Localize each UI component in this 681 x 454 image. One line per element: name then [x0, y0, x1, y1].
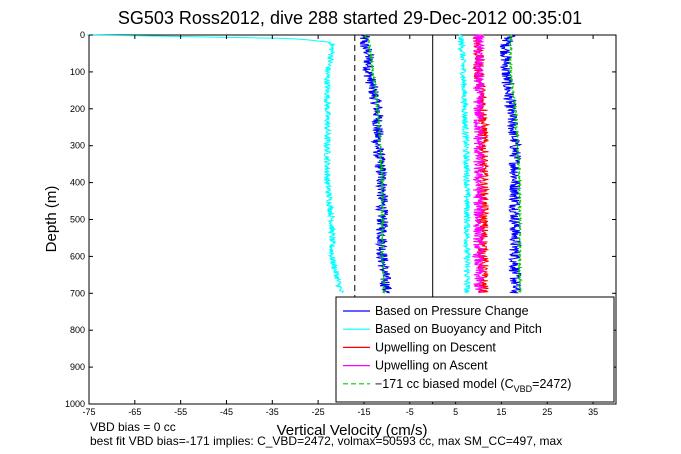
series-line: [87, 34, 345, 294]
x-tick-label: -75: [82, 407, 95, 417]
x-tick-label: -35: [266, 407, 279, 417]
y-tick-label: 200: [70, 104, 85, 114]
x-tick-label: 5: [453, 407, 458, 417]
series-3: [471, 34, 486, 294]
x-tick-label: -65: [128, 407, 141, 417]
y-tick-label: 800: [70, 325, 85, 335]
legend-label: Based on Pressure Change: [375, 304, 529, 318]
series-2: [471, 34, 491, 294]
y-tick-label: 1000: [65, 399, 85, 409]
series-line: [457, 34, 472, 294]
series-line: [507, 34, 523, 294]
chart-title: SG503 Ross2012, dive 288 started 29-Dec-…: [118, 8, 582, 28]
legend-box: [335, 296, 615, 403]
series-line: [363, 34, 387, 294]
x-tick-label: -25: [312, 407, 325, 417]
x-axis: -75 -65 -55 -45 -35 -25 -15 -5 5 15 25 35: [82, 35, 598, 417]
series-1: [87, 34, 472, 294]
x-tick-label: -55: [174, 407, 187, 417]
legend: Based on Pressure Change Based on Buoyanc…: [335, 296, 615, 403]
series-line: [499, 34, 523, 294]
legend-label: Upwelling on Ascent: [375, 359, 488, 373]
x-axis-label: Vertical Velocity (cm/s): [277, 422, 428, 439]
x-tick-label: -45: [220, 407, 233, 417]
series-layer: [87, 34, 523, 294]
y-tick-label: 400: [70, 178, 85, 188]
y-tick-label: 700: [70, 288, 85, 298]
series-4: [363, 34, 523, 294]
x-tick-label: 35: [588, 407, 598, 417]
best-fit-note: best fit VBD bias=-171 implies: C_VBD=24…: [90, 434, 562, 448]
y-tick-label: 0: [80, 30, 85, 40]
x-tick-label: 25: [542, 407, 552, 417]
y-tick-label: 500: [70, 215, 85, 225]
y-axis: 0 100 200 300 400 500 600 700 800 900 1000: [65, 30, 616, 409]
y-tick-label: 900: [70, 362, 85, 372]
y-tick-label: 300: [70, 141, 85, 151]
vbd-bias-note: VBD bias = 0 cc: [90, 420, 176, 434]
legend-label: −171 cc biased model (CVBD=2472): [375, 377, 571, 394]
x-tick-label: 15: [496, 407, 506, 417]
y-tick-label: 100: [70, 67, 85, 77]
x-tick-label: -5: [406, 407, 414, 417]
y-tick-label: 600: [70, 251, 85, 261]
y-axis-label: Depth (m): [43, 186, 60, 253]
series-line: [471, 34, 486, 294]
legend-label: Upwelling on Descent: [375, 340, 496, 354]
series-line: [471, 34, 491, 294]
x-tick-label: -15: [357, 407, 370, 417]
legend-label: Based on Buoyancy and Pitch: [375, 322, 542, 336]
